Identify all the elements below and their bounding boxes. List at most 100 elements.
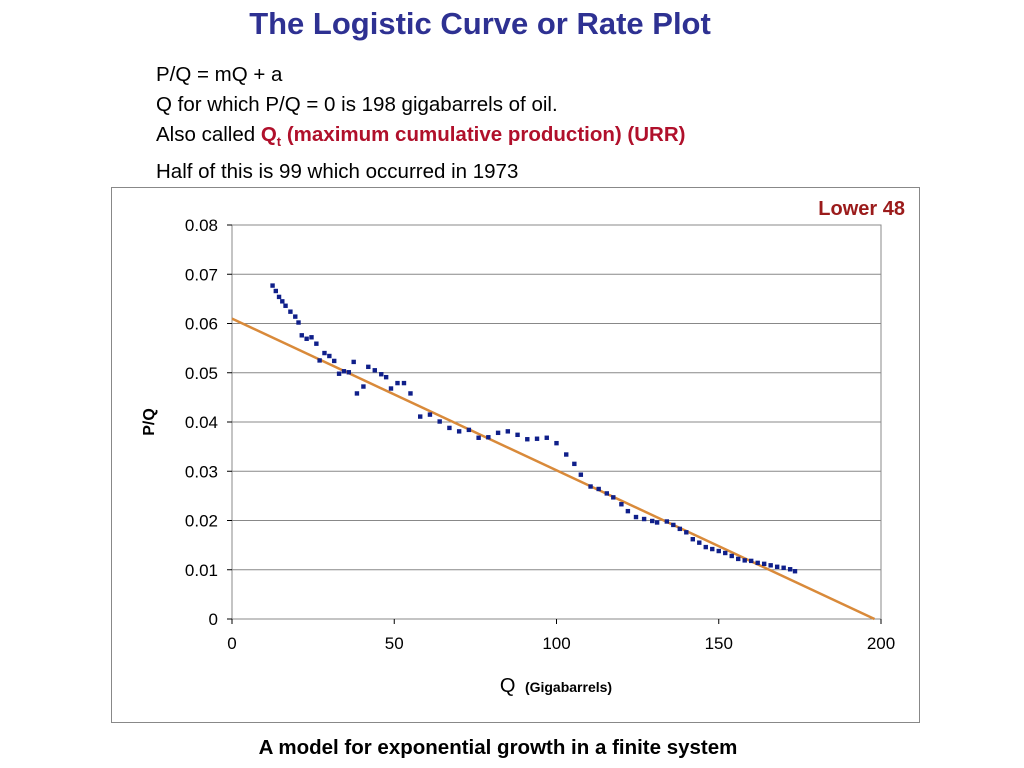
data-point bbox=[361, 384, 366, 389]
y-tick-label: 0 bbox=[209, 610, 218, 629]
data-point bbox=[588, 484, 593, 489]
x-axis-label-main: Q bbox=[500, 675, 516, 697]
data-point bbox=[641, 516, 647, 522]
data-point bbox=[427, 412, 433, 417]
also-called-prefix: Also called bbox=[156, 123, 261, 146]
urr-line: Q for which P/Q = 0 is 198 gigabarrels o… bbox=[156, 93, 558, 116]
data-point bbox=[270, 283, 275, 288]
x-axis-ticks: 0 50 100 150 200 bbox=[227, 619, 895, 653]
x-axis-label: Q (Gigabarrels) bbox=[500, 675, 612, 697]
data-point bbox=[690, 537, 695, 542]
data-point bbox=[505, 429, 511, 434]
data-point bbox=[749, 558, 754, 564]
x-axis-label-unit: (Gigabarrels) bbox=[525, 679, 612, 695]
data-point bbox=[327, 353, 332, 359]
data-point bbox=[351, 359, 356, 365]
data-point bbox=[322, 350, 327, 356]
data-point bbox=[671, 522, 676, 528]
data-point bbox=[761, 561, 767, 567]
data-point bbox=[372, 368, 377, 373]
data-point bbox=[578, 472, 584, 477]
x-tick-label: 150 bbox=[705, 634, 733, 653]
data-point bbox=[476, 435, 481, 440]
data-point bbox=[604, 491, 609, 496]
data-point bbox=[346, 370, 352, 375]
data-point bbox=[554, 440, 559, 446]
data-point bbox=[619, 502, 624, 507]
data-point bbox=[723, 550, 728, 556]
data-point bbox=[486, 435, 491, 440]
data-point bbox=[379, 372, 384, 377]
data-point bbox=[495, 430, 501, 436]
data-point bbox=[388, 386, 394, 391]
data-point bbox=[564, 452, 569, 457]
data-point bbox=[787, 567, 793, 572]
data-point bbox=[515, 432, 520, 438]
data-point bbox=[437, 419, 442, 424]
data-point bbox=[710, 546, 715, 552]
data-point bbox=[625, 508, 631, 514]
data-point bbox=[525, 437, 530, 442]
urr-term: (maximum cumulative production) (URR) bbox=[281, 123, 686, 146]
data-point bbox=[336, 371, 342, 376]
y-tick-label: 0.04 bbox=[185, 413, 218, 432]
data-point bbox=[456, 429, 462, 434]
data-point bbox=[716, 548, 721, 554]
qt-subscript: t bbox=[276, 134, 282, 150]
fit-line-group bbox=[231, 317, 876, 621]
data-point bbox=[288, 309, 293, 314]
slide-caption: A model for exponential growth in a fini… bbox=[258, 736, 738, 759]
data-point bbox=[736, 556, 741, 562]
data-point bbox=[354, 391, 360, 396]
data-point bbox=[383, 374, 389, 380]
data-point bbox=[401, 380, 407, 386]
data-points bbox=[270, 283, 798, 574]
data-point bbox=[703, 544, 708, 550]
data-point bbox=[572, 461, 577, 467]
y-axis-ticks: 0 0.01 0.02 0.03 0.04 0.05 0.06 0.07 0.08 bbox=[185, 216, 232, 629]
y-tick-label: 0.08 bbox=[185, 216, 218, 235]
data-point bbox=[293, 314, 298, 319]
data-point bbox=[296, 320, 301, 325]
data-point bbox=[611, 495, 616, 500]
data-point bbox=[366, 364, 371, 370]
equation-line: P/Q = mQ + a bbox=[156, 63, 283, 86]
y-tick-label: 0.02 bbox=[185, 512, 218, 531]
data-point bbox=[768, 563, 773, 568]
x-tick-label: 50 bbox=[385, 634, 404, 653]
y-tick-label: 0.01 bbox=[185, 561, 218, 580]
data-point bbox=[447, 425, 452, 431]
data-point bbox=[742, 558, 747, 563]
y-axis-label: P/Q bbox=[141, 408, 158, 436]
also-called-line: Also called Qt (maximum cumulative produ… bbox=[156, 120, 685, 157]
region-label: Lower 48 bbox=[818, 198, 905, 220]
data-point bbox=[332, 358, 337, 364]
data-point bbox=[418, 414, 423, 419]
data-point bbox=[677, 526, 683, 532]
data-point bbox=[299, 333, 304, 338]
qt-symbol: Qt bbox=[260, 123, 282, 150]
data-point bbox=[544, 435, 549, 440]
data-point bbox=[781, 565, 786, 570]
data-point bbox=[664, 519, 670, 524]
data-point bbox=[276, 294, 282, 300]
data-point bbox=[774, 564, 780, 569]
data-point bbox=[792, 569, 798, 574]
data-point bbox=[408, 391, 413, 396]
x-tick-label: 0 bbox=[227, 634, 236, 653]
data-point bbox=[729, 553, 734, 559]
data-point bbox=[283, 303, 288, 308]
y-tick-label: 0.06 bbox=[185, 315, 218, 334]
data-point bbox=[317, 358, 322, 363]
y-tick-label: 0.03 bbox=[185, 462, 218, 481]
data-point bbox=[534, 436, 540, 441]
data-point bbox=[273, 288, 279, 294]
data-point bbox=[314, 341, 319, 346]
data-point bbox=[596, 486, 601, 492]
data-point bbox=[304, 336, 309, 341]
data-point bbox=[684, 530, 689, 535]
data-point bbox=[395, 380, 400, 386]
x-tick-label: 200 bbox=[867, 634, 895, 653]
qt-letter: Q bbox=[260, 123, 277, 146]
y-tick-label: 0.07 bbox=[185, 265, 218, 284]
